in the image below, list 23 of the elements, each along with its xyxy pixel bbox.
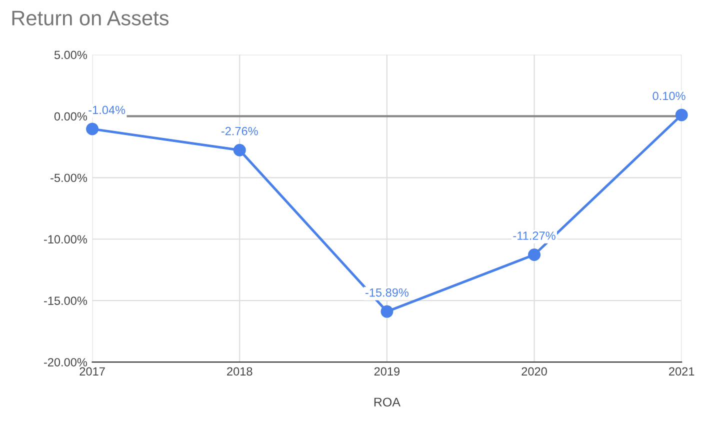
point bbox=[380, 305, 394, 318]
x-tick-label: 2018 bbox=[227, 367, 252, 376]
y-tick-label: -10.00% bbox=[44, 235, 88, 244]
x-axis-title: ROA bbox=[374, 398, 400, 407]
y-tick-label: 5.00% bbox=[54, 50, 88, 60]
x-tick-label: 2020 bbox=[522, 367, 547, 376]
x-tick-label: 2019 bbox=[374, 367, 400, 376]
x-tick-label: 2021 bbox=[669, 367, 694, 376]
y-tick-label: -5.00% bbox=[50, 174, 88, 182]
y-tick-label: -20.00% bbox=[44, 358, 88, 366]
point bbox=[675, 108, 688, 122]
data-label: 0.10% bbox=[652, 92, 686, 100]
y-tick-label: -15.00% bbox=[44, 296, 88, 305]
point bbox=[233, 144, 246, 156]
x-tick-label: 2017 bbox=[80, 367, 105, 376]
y-tick-label: 0.00% bbox=[54, 112, 88, 121]
data-label: -11.27% bbox=[513, 232, 556, 240]
point bbox=[528, 248, 541, 261]
data-label: -2.76% bbox=[221, 126, 258, 136]
point bbox=[86, 122, 99, 136]
chart-title: Return on Assets bbox=[12, 10, 169, 26]
data-label: -15.89% bbox=[365, 288, 409, 297]
data-label: -1.04% bbox=[88, 106, 126, 114]
